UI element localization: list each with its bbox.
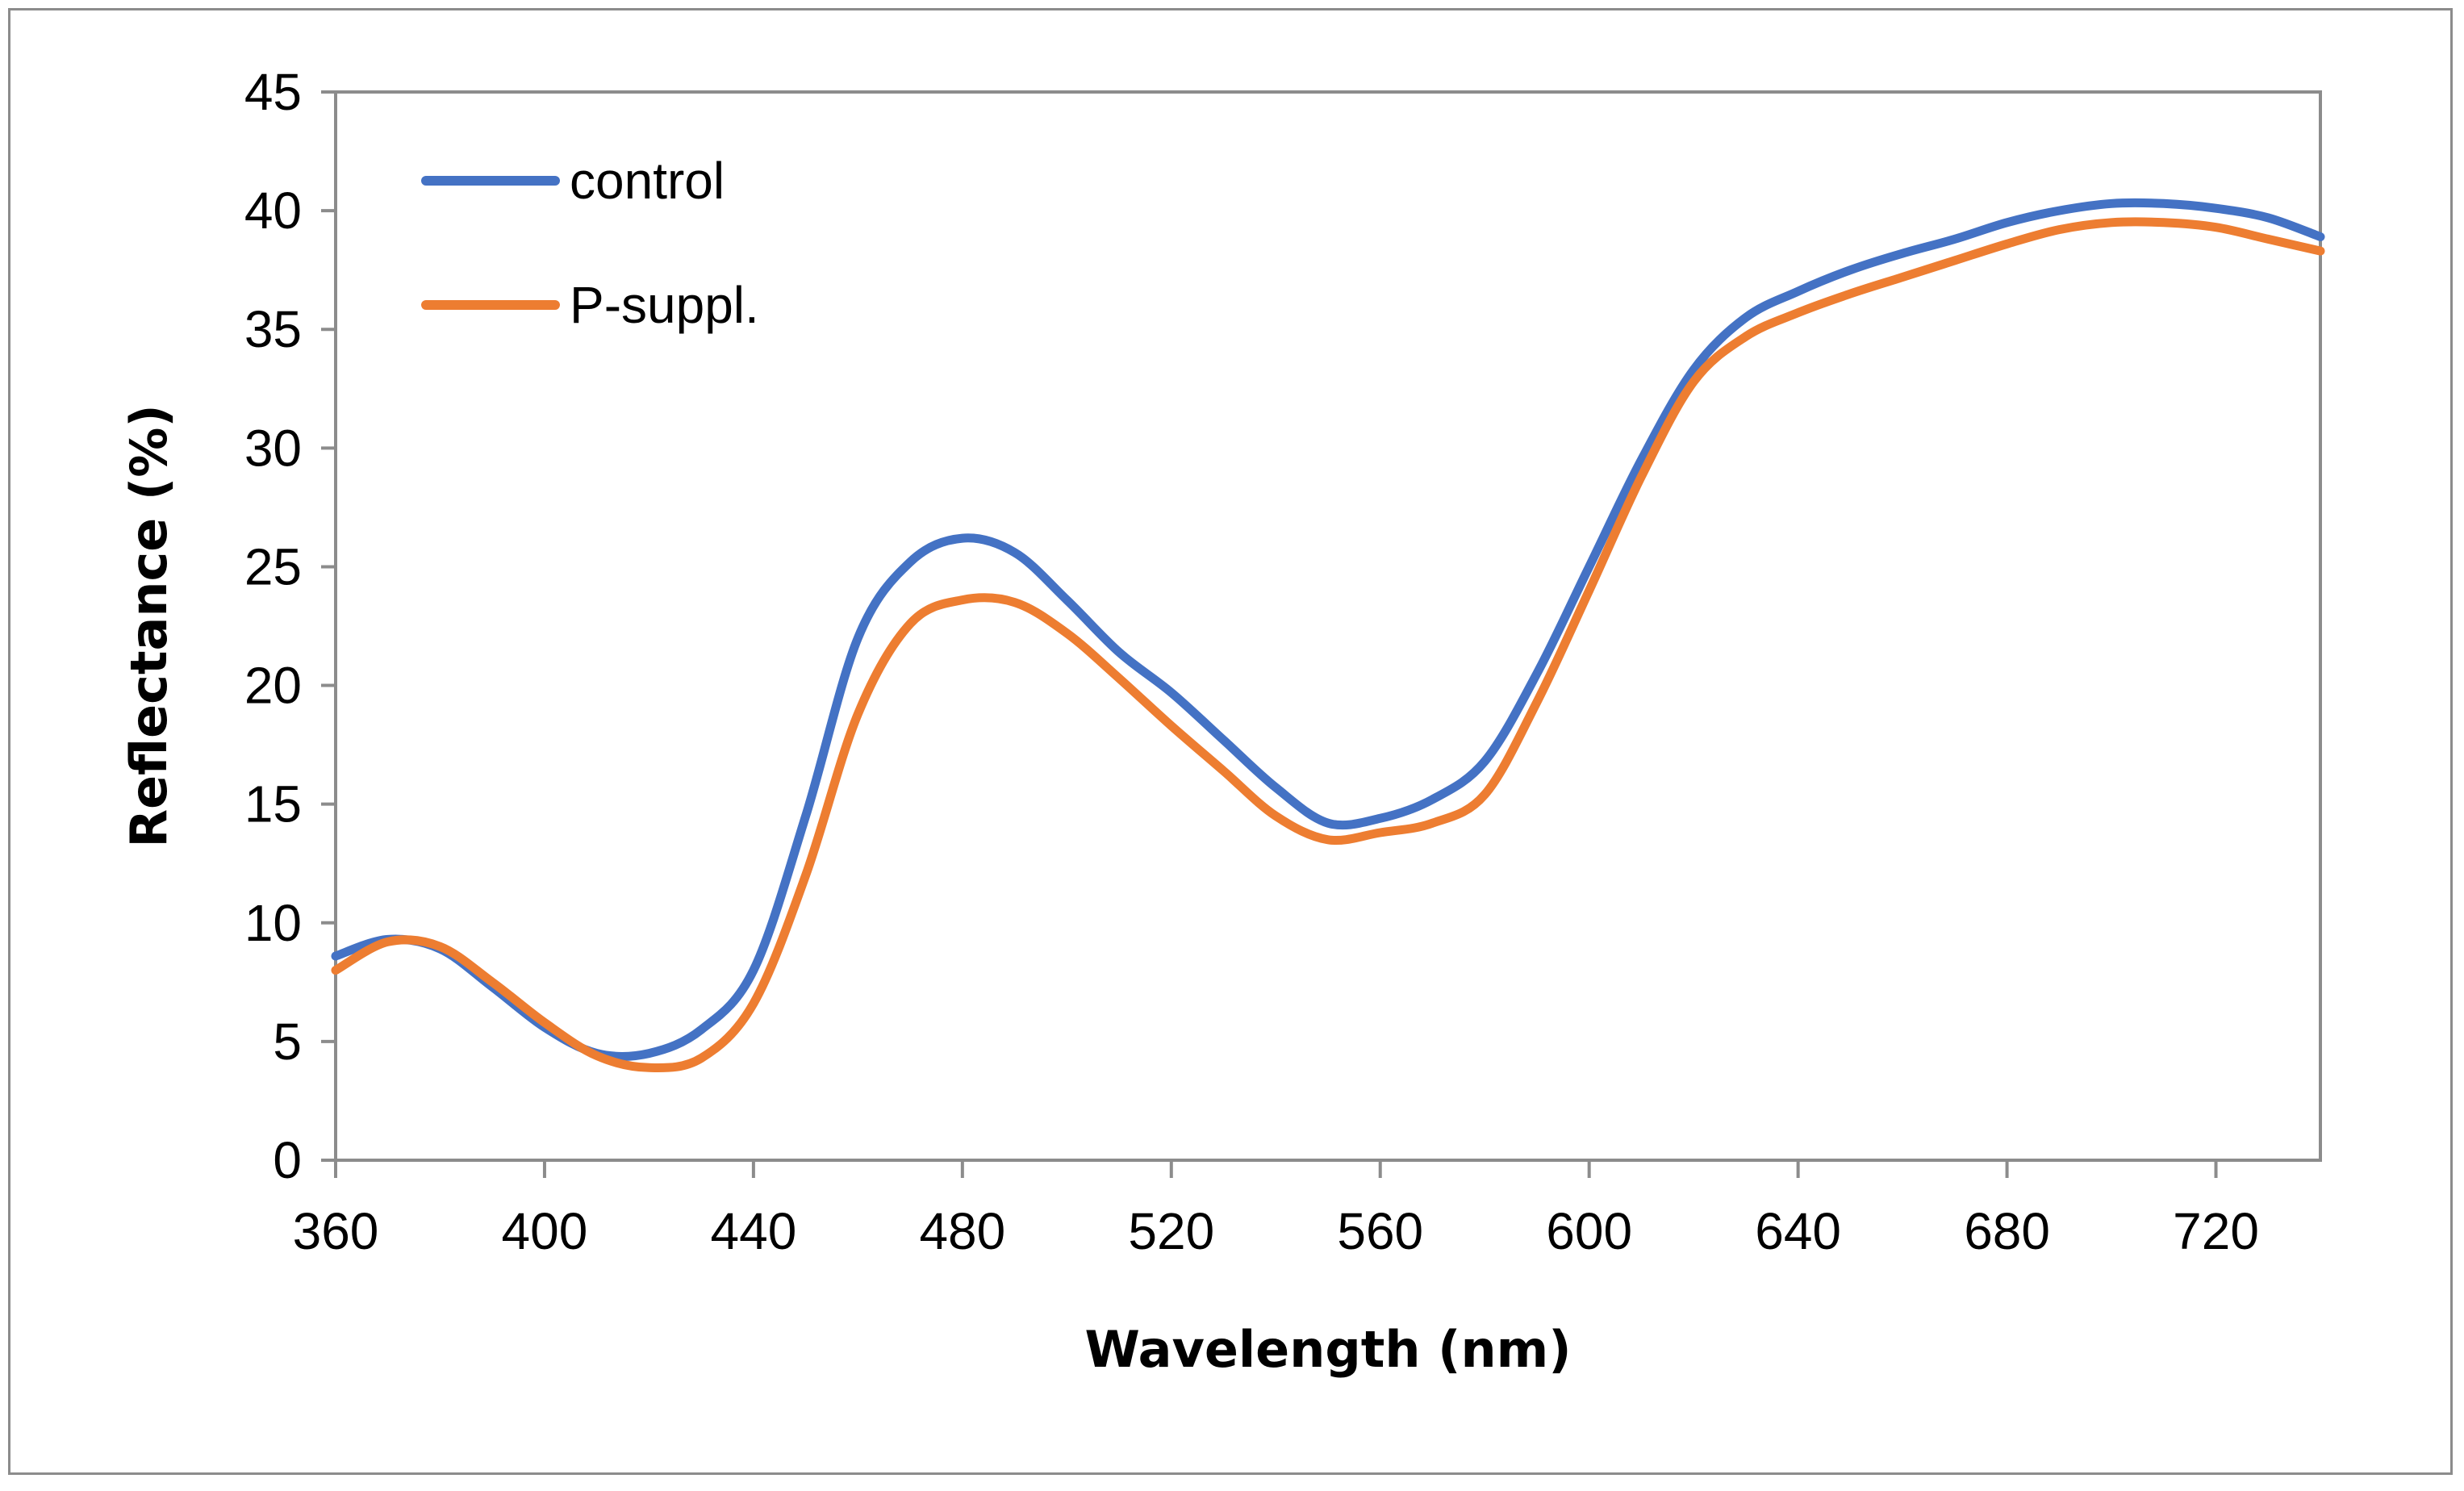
series-layer <box>331 198 2325 1072</box>
x-tick-label: 560 <box>1337 1202 1423 1260</box>
y-tick-label: 5 <box>273 1013 302 1071</box>
y-tick-label: 35 <box>244 300 302 358</box>
legend-label: control <box>570 152 725 210</box>
x-tick-label: 400 <box>502 1202 588 1260</box>
x-axis: 360 400 440 480 520 560 600 640 680 720 <box>293 1159 2320 1260</box>
y-tick-label: 25 <box>244 537 302 595</box>
x-tick-label: 640 <box>1755 1202 1841 1260</box>
legend: control P-suppl. <box>421 152 759 334</box>
series-line-p-suppl <box>331 217 2325 1072</box>
legend-label: P-suppl. <box>570 276 759 334</box>
y-tick-label: 30 <box>244 419 302 477</box>
x-tick-label: 680 <box>1964 1202 2050 1260</box>
x-tick-label: 720 <box>2173 1202 2259 1260</box>
y-tick-label: 40 <box>244 182 302 240</box>
y-axis: 0 5 10 15 20 25 30 35 40 45 <box>244 63 337 1189</box>
chart-frame <box>8 8 2453 1475</box>
x-tick-label: 440 <box>711 1202 797 1260</box>
x-tick-label: 600 <box>1546 1202 1632 1260</box>
y-tick-label: 20 <box>244 657 302 715</box>
x-tick-label: 520 <box>1128 1202 1214 1260</box>
y-tick-label: 0 <box>273 1131 302 1189</box>
plot-area <box>334 90 2322 1162</box>
x-axis-title: Wavelength (nm) <box>1084 1320 1571 1379</box>
series-line-control <box>331 198 2325 1061</box>
y-tick-label: 15 <box>244 775 302 833</box>
y-tick-label: 10 <box>244 894 302 952</box>
y-axis-title: Reflectance (%) <box>119 404 178 847</box>
x-tick-label: 360 <box>293 1202 379 1260</box>
x-tick-label: 480 <box>919 1202 1005 1260</box>
y-tick-label: 45 <box>244 63 302 121</box>
